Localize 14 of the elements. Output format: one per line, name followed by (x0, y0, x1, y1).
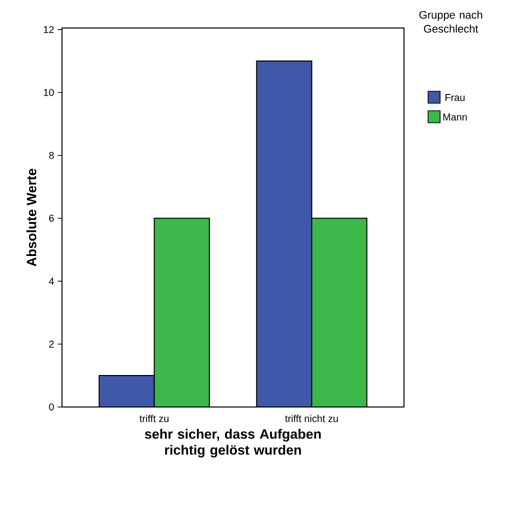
y-tick-label: 4 (48, 278, 54, 285)
y-tick-label: 6 (49, 214, 54, 222)
x-tick-label: trifft nicht zu (285, 414, 338, 422)
y-tick-label: 10 (44, 88, 54, 96)
legend-label: Frau (446, 94, 465, 101)
y-tick-label: 8 (49, 152, 54, 159)
y-axis-title: Absolute Werte (26, 168, 36, 266)
x-axis-title: sehr sicher, dass Aufgaben richtig gelöst wurden (144, 428, 321, 458)
y-tick-label: 0 (49, 403, 54, 411)
y-tick-label: 2 (49, 340, 54, 348)
legend-label: Mann (443, 114, 467, 121)
legend-title: Gruppe nach Geschlecht (419, 10, 482, 33)
x-tick-label: trifft zu (140, 414, 168, 422)
y-tick-label: 12 (44, 26, 54, 34)
